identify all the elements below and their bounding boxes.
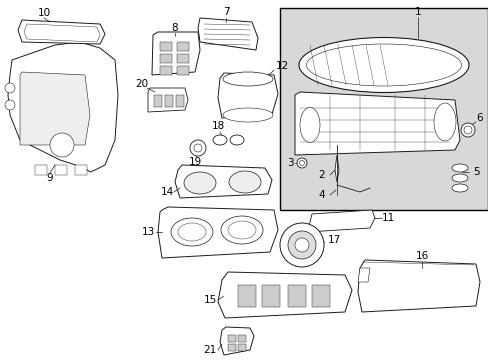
Polygon shape <box>357 268 369 282</box>
Polygon shape <box>152 32 200 75</box>
Polygon shape <box>294 92 459 155</box>
Ellipse shape <box>171 218 213 246</box>
Polygon shape <box>218 73 278 118</box>
Bar <box>227 335 236 342</box>
Circle shape <box>194 144 202 152</box>
Bar <box>227 344 236 351</box>
Circle shape <box>5 83 15 93</box>
Ellipse shape <box>183 172 216 194</box>
Text: 20: 20 <box>135 79 148 89</box>
Ellipse shape <box>306 44 461 86</box>
Polygon shape <box>357 260 479 312</box>
Circle shape <box>190 140 205 156</box>
Ellipse shape <box>451 164 467 172</box>
Bar <box>176 95 183 107</box>
Text: 2: 2 <box>318 170 325 180</box>
Bar <box>238 285 256 307</box>
Polygon shape <box>24 24 100 42</box>
Bar <box>311 285 329 307</box>
Bar <box>262 285 280 307</box>
Circle shape <box>299 161 304 166</box>
Polygon shape <box>75 165 87 175</box>
Text: 18: 18 <box>211 121 224 131</box>
Ellipse shape <box>221 216 263 244</box>
Text: 3: 3 <box>286 158 293 168</box>
Circle shape <box>460 123 474 137</box>
Bar <box>177 42 189 51</box>
Bar <box>160 54 172 63</box>
Polygon shape <box>158 207 278 258</box>
Text: 11: 11 <box>381 213 394 223</box>
Circle shape <box>5 100 15 110</box>
Polygon shape <box>8 42 118 172</box>
Text: 9: 9 <box>46 173 53 183</box>
Ellipse shape <box>298 37 468 93</box>
Ellipse shape <box>227 221 256 239</box>
Ellipse shape <box>299 108 319 143</box>
Bar <box>238 344 245 351</box>
Bar <box>164 95 173 107</box>
Circle shape <box>280 223 324 267</box>
Text: 14: 14 <box>160 187 173 197</box>
Bar <box>177 66 189 75</box>
Circle shape <box>294 238 308 252</box>
Ellipse shape <box>213 135 226 145</box>
Ellipse shape <box>451 184 467 192</box>
Polygon shape <box>220 327 253 355</box>
Polygon shape <box>148 88 187 112</box>
Polygon shape <box>334 155 338 182</box>
Circle shape <box>296 158 306 168</box>
Bar <box>160 66 172 75</box>
Text: 15: 15 <box>203 295 216 305</box>
Text: 13: 13 <box>141 227 154 237</box>
Circle shape <box>287 231 315 259</box>
Polygon shape <box>18 20 105 44</box>
Ellipse shape <box>229 135 244 145</box>
Circle shape <box>50 133 74 157</box>
Text: 7: 7 <box>222 7 229 17</box>
Polygon shape <box>307 210 374 232</box>
Text: 17: 17 <box>326 235 340 245</box>
Ellipse shape <box>451 174 467 182</box>
Text: 19: 19 <box>188 157 201 167</box>
Ellipse shape <box>433 103 455 141</box>
Polygon shape <box>198 18 258 50</box>
Bar <box>154 95 162 107</box>
Text: 8: 8 <box>171 23 178 33</box>
Text: 5: 5 <box>472 167 478 177</box>
Text: 16: 16 <box>414 251 428 261</box>
Ellipse shape <box>223 108 272 122</box>
Polygon shape <box>20 72 90 145</box>
Text: 10: 10 <box>38 8 50 18</box>
Ellipse shape <box>228 171 261 193</box>
Polygon shape <box>35 165 47 175</box>
Ellipse shape <box>178 223 205 241</box>
Bar <box>160 42 172 51</box>
Polygon shape <box>175 165 271 198</box>
Text: 1: 1 <box>414 7 421 17</box>
Bar <box>287 285 305 307</box>
Circle shape <box>463 126 471 134</box>
Bar <box>238 335 245 342</box>
Text: 21: 21 <box>203 345 216 355</box>
Text: 6: 6 <box>476 113 482 123</box>
Polygon shape <box>55 165 67 175</box>
Text: 4: 4 <box>318 190 325 200</box>
Ellipse shape <box>223 72 272 86</box>
Bar <box>177 54 189 63</box>
Text: 12: 12 <box>275 61 288 71</box>
Polygon shape <box>218 272 351 318</box>
Bar <box>280 8 487 210</box>
